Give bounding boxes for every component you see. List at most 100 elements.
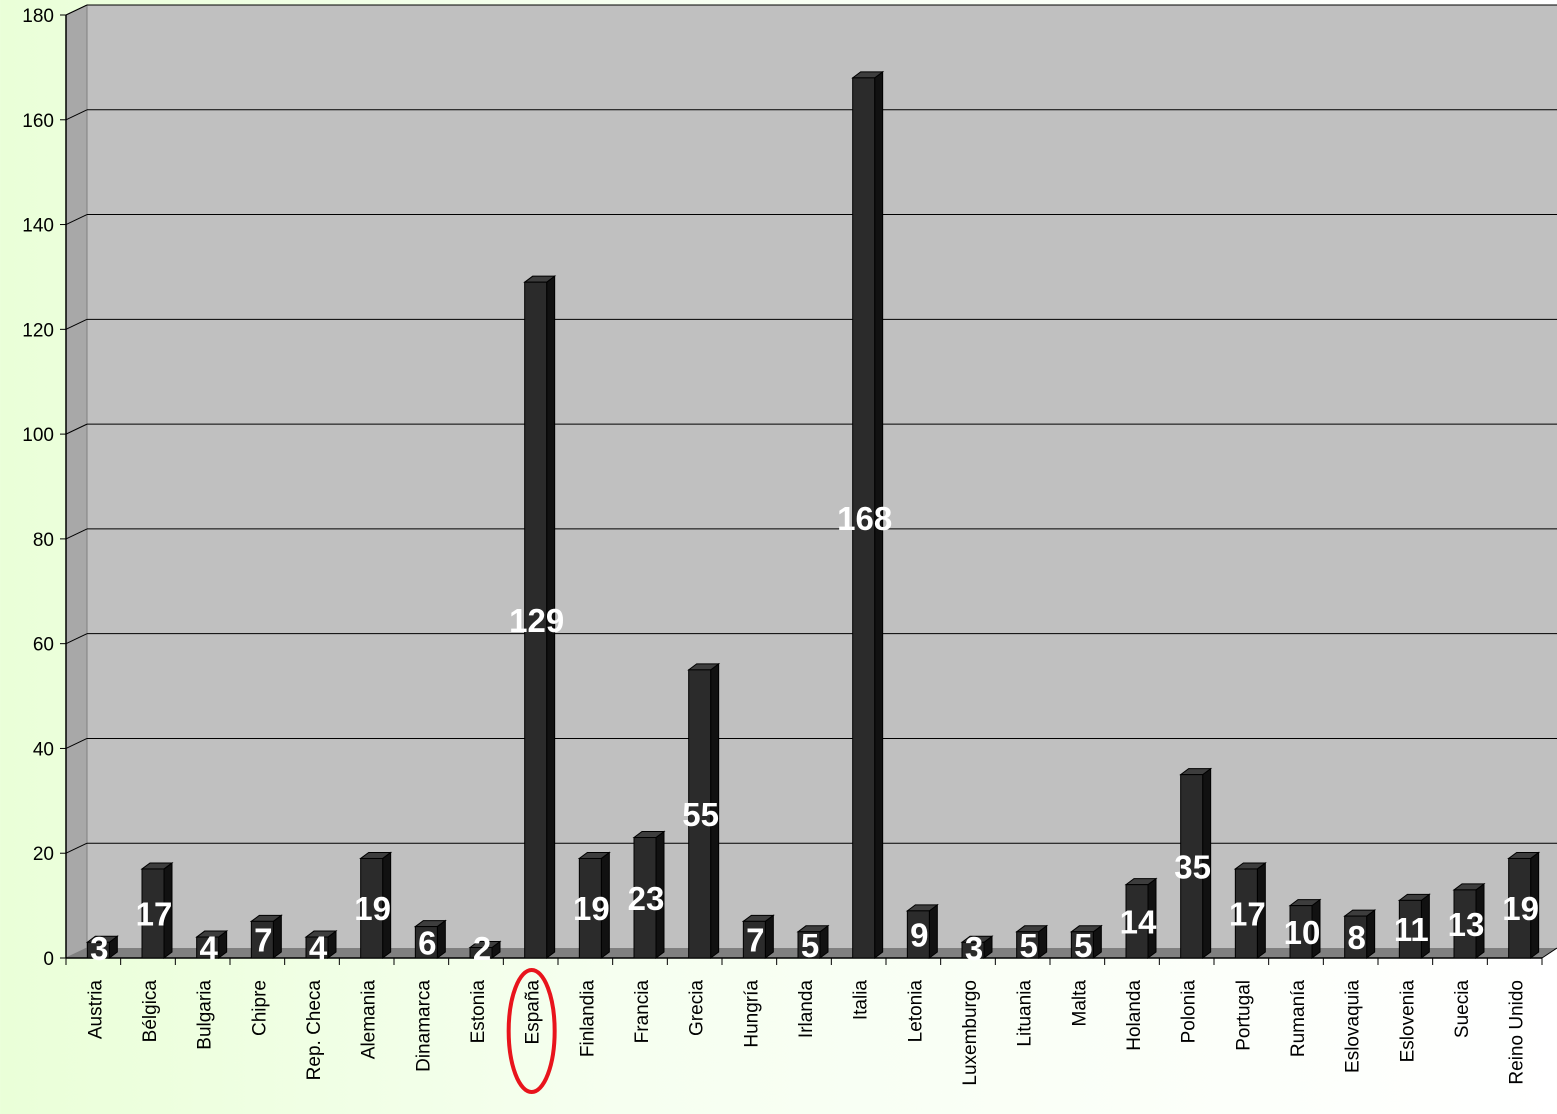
bar [1397, 893, 1431, 959]
bar-front [141, 868, 165, 959]
bar [796, 924, 830, 959]
bar-front [360, 857, 384, 959]
data-label: 3 [965, 930, 983, 967]
data-label: 23 [628, 880, 665, 917]
bar [140, 861, 174, 959]
data-label: 7 [746, 922, 764, 959]
data-label: 11 [1394, 911, 1429, 948]
y-tick-label: 160 [22, 111, 54, 132]
bar-front [1289, 905, 1313, 959]
category-label: Estonia [468, 980, 489, 1044]
gridline-side [65, 423, 88, 435]
bar [1069, 924, 1103, 959]
bar [359, 851, 393, 959]
bar [632, 830, 666, 959]
bar [851, 70, 885, 959]
category-labels: Austria Bélgica Bulgaria Chipre Rep. Checa Al… [85, 980, 1527, 1086]
bar-front [86, 941, 110, 959]
bar-front [961, 941, 985, 959]
data-label: 129 [509, 602, 564, 639]
y-tick-label: 40 [33, 739, 54, 760]
gridline-side [65, 214, 88, 226]
bar-side [764, 914, 774, 959]
bar [249, 914, 283, 959]
bar-front [1125, 884, 1149, 959]
bar [741, 914, 775, 959]
category-label: Polonia [1179, 980, 1200, 1044]
bar-front [633, 837, 657, 959]
data-label: 17 [136, 895, 173, 932]
bars [85, 70, 1541, 959]
data-label: 168 [837, 500, 892, 537]
gridline-side [65, 318, 88, 330]
gridline-side [65, 633, 88, 645]
category-label: Francia [632, 980, 653, 1044]
data-label: 13 [1448, 906, 1485, 943]
bar-side [272, 914, 282, 959]
bar-front [1070, 931, 1094, 959]
category-label: Finlandia [577, 980, 598, 1058]
gridline-side [65, 528, 88, 540]
gridline-side [65, 4, 88, 16]
data-label: 2 [473, 930, 491, 967]
y-tick-label: 0 [43, 949, 54, 970]
data-label: 35 [1174, 848, 1211, 885]
category-label: Grecia [687, 980, 708, 1036]
category-label: Lituania [1015, 980, 1036, 1047]
bar-side [928, 903, 938, 959]
category-label: Reino Unido [1507, 980, 1528, 1085]
category-label: Bélgica [140, 980, 161, 1043]
category-label: Holanda [1124, 980, 1145, 1051]
bar-front [250, 920, 274, 959]
bar [1179, 767, 1213, 959]
data-label: 55 [682, 796, 719, 833]
category-label: Chipre [249, 980, 270, 1036]
category-label: Eslovaquia [1343, 980, 1364, 1073]
data-label: 9 [910, 916, 928, 953]
bar [1452, 882, 1486, 959]
data-label: 5 [801, 927, 819, 964]
bar [960, 935, 994, 959]
plot-back-wall [87, 5, 1557, 948]
highlight-ellipse [506, 968, 557, 1094]
category-label: Irlanda [796, 980, 817, 1039]
bar-front [524, 281, 548, 959]
y-tick-label: 80 [33, 530, 54, 551]
data-label: 5 [1074, 927, 1092, 964]
gridline-side [65, 737, 88, 749]
bar [468, 940, 502, 959]
data-label: 8 [1347, 919, 1365, 956]
data-label: 14 [1120, 903, 1157, 940]
data-label: 3 [90, 930, 108, 967]
bar-front [1180, 774, 1204, 959]
y-tick-label: 180 [22, 6, 54, 27]
y-tick-label: 60 [33, 635, 54, 656]
data-label: 5 [1019, 927, 1037, 964]
data-label: 10 [1284, 914, 1321, 951]
category-label: Bulgaria [195, 980, 216, 1050]
bar [1233, 861, 1267, 959]
bar-front [797, 931, 821, 959]
category-label: Letonia [905, 980, 926, 1043]
plot-side-wall [65, 4, 88, 959]
data-label: 6 [418, 924, 436, 961]
gridlines [65, 4, 1557, 854]
category-label: España [523, 980, 544, 1045]
y-tick-label: 140 [22, 216, 54, 237]
data-label: 19 [573, 890, 610, 927]
bar [1015, 924, 1049, 959]
category-label: Suecia [1452, 980, 1473, 1039]
data-label: 4 [199, 930, 218, 967]
data-label: 19 [1502, 890, 1539, 927]
bar-front [414, 926, 438, 959]
category-label: Portugal [1233, 980, 1254, 1051]
bar-front [852, 77, 876, 959]
y-tick-label: 20 [33, 844, 54, 865]
bar-front [305, 936, 329, 959]
category-label: Alemania [359, 980, 380, 1060]
bar-front [688, 669, 712, 959]
x-axis-depth [1541, 947, 1557, 959]
bar [1124, 877, 1158, 959]
